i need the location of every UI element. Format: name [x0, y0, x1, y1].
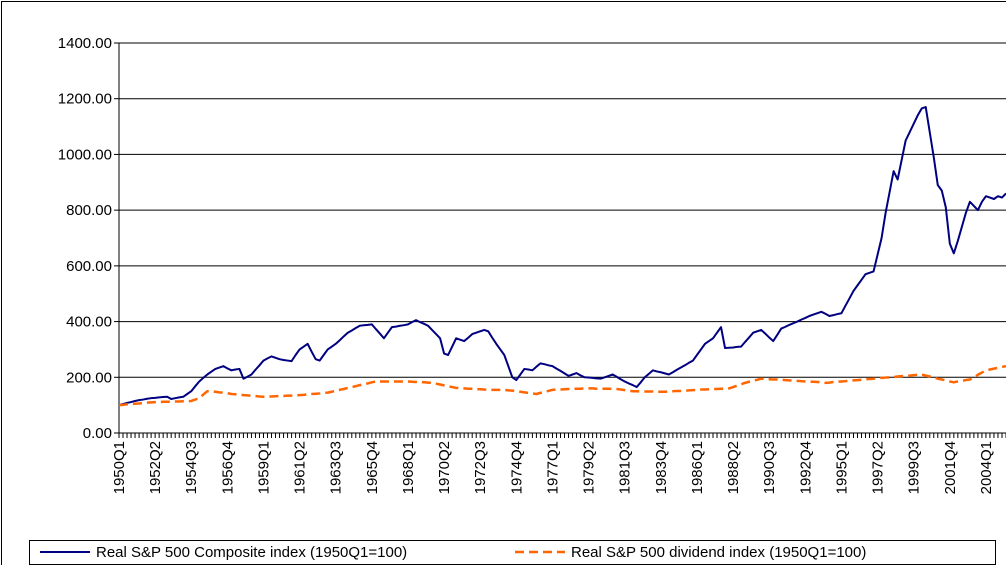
x-tick-label: 2001Q4 [942, 441, 959, 494]
x-tick-label: 1970Q2 [436, 441, 453, 494]
x-tick-label: 1956Q4 [219, 441, 236, 494]
series-line [118, 364, 1006, 407]
x-tick-label: 1968Q1 [400, 441, 417, 494]
legend-label: Real S&P 500 dividend index (1950Q1=100) [571, 544, 866, 561]
legend-label: Real S&P 500 Composite index (1950Q1=100… [96, 544, 407, 561]
y-tick-label: 0.00 [83, 425, 112, 442]
x-tick-label: 1961Q2 [292, 441, 309, 494]
y-tick-label: 200.00 [66, 369, 112, 386]
y-tick-label: 800.00 [66, 202, 112, 219]
series-line [118, 106, 1006, 407]
y-tick-label: 600.00 [66, 258, 112, 275]
x-tick-label: 1963Q3 [328, 441, 345, 494]
y-tick-label: 1000.00 [58, 146, 112, 163]
y-tick-label: 1400.00 [58, 35, 112, 52]
x-tick-label: 1977Q1 [544, 441, 561, 494]
x-tick-label: 1999Q3 [906, 441, 923, 494]
x-tick-label: 1990Q3 [761, 441, 778, 494]
x-tick-label: 1988Q2 [725, 441, 742, 494]
x-tick-label: 1997Q2 [870, 441, 887, 494]
x-tick-label: 2004Q1 [978, 441, 995, 494]
x-tick-label: 1954Q3 [183, 441, 200, 494]
y-tick-label: 1200.00 [58, 91, 112, 108]
x-tick-label: 1983Q4 [653, 441, 670, 494]
x-tick-label: 1974Q4 [508, 441, 525, 494]
x-tick-label: 1965Q4 [364, 441, 381, 494]
x-tick-label: 1995Q1 [833, 441, 850, 494]
x-tick-label: 1979Q2 [581, 441, 598, 494]
x-tick-label: 1952Q2 [147, 441, 164, 494]
x-tick-label: 1950Q1 [111, 441, 128, 494]
x-tick-label: 1959Q1 [255, 441, 272, 494]
legend-box [29, 540, 996, 565]
x-tick-label: 1972Q3 [472, 441, 489, 494]
x-tick-label: 1981Q3 [617, 441, 634, 494]
x-tick-label: 1986Q1 [689, 441, 706, 494]
y-tick-label: 400.00 [66, 314, 112, 331]
x-tick-label: 1992Q4 [797, 441, 814, 494]
